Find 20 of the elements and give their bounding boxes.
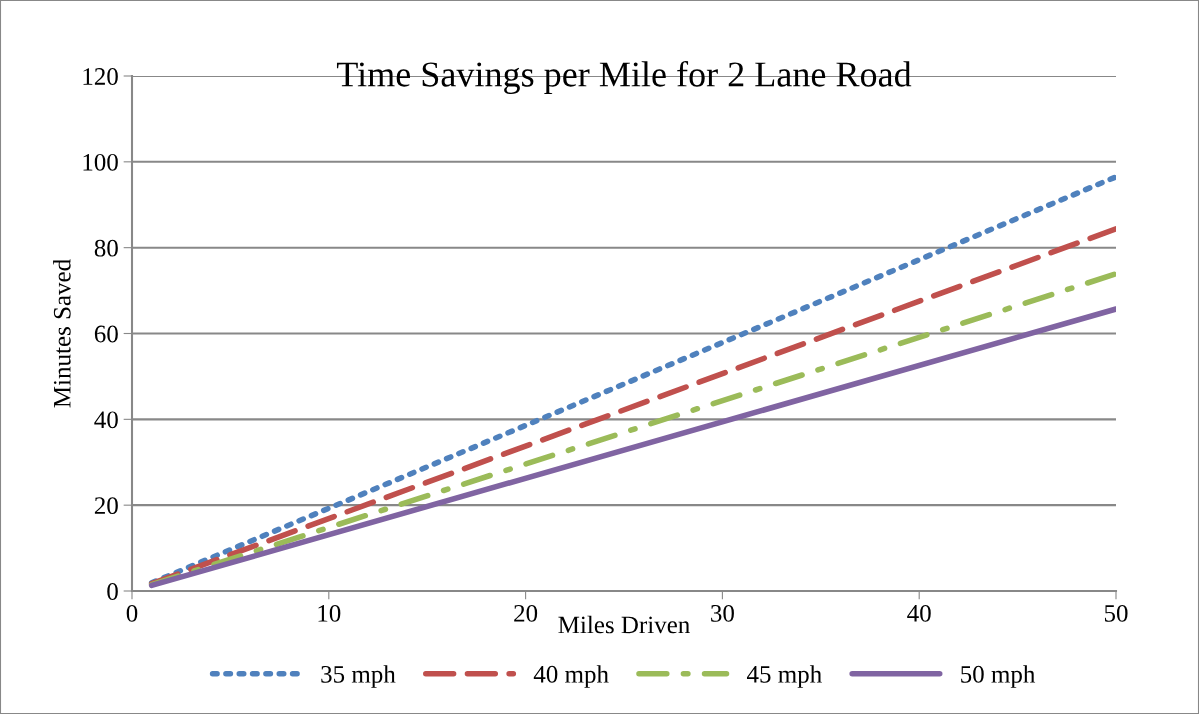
- y-tick-label: 120: [83, 68, 118, 85]
- legend-label: 40 mph: [533, 665, 609, 688]
- y-tick-label: 20: [94, 497, 118, 515]
- legend-label: 45 mph: [746, 665, 822, 688]
- y-tick-label: 40: [94, 411, 118, 429]
- chart-title: Time Savings per Mile for 2 Lane Road: [336, 60, 912, 95]
- x-tick-label: 0: [126, 604, 138, 622]
- x-tick-label: 10: [318, 604, 341, 622]
- x-tick-label: 20: [514, 604, 538, 622]
- x-tick-label: 50: [1104, 604, 1128, 622]
- y-tick-label: 80: [94, 239, 118, 257]
- legend-label: 50 mph: [961, 665, 1036, 688]
- x-axis-title: Miles Driven: [558, 615, 690, 634]
- y-tick-label: 60: [94, 325, 118, 343]
- y-tick-label: 0: [107, 583, 118, 600]
- x-tick-label: 30: [711, 604, 734, 622]
- y-tick-label: 100: [83, 153, 118, 171]
- legend-label: 35 mph: [321, 665, 396, 688]
- y-axis-title: Minutes Saved: [53, 259, 71, 408]
- x-tick-label: 40: [907, 604, 931, 622]
